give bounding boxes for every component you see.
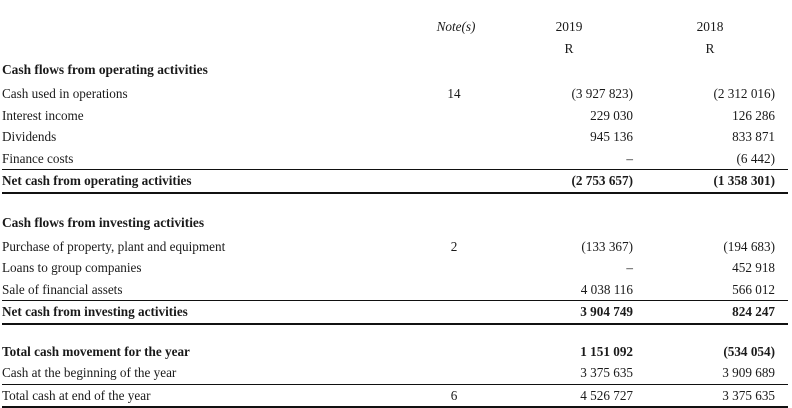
column-header-currency-2019: R (564, 41, 574, 56)
total-row-operating: Net cash from operating activities (2 75… (2, 169, 788, 194)
summary-opening-2018: 3 909 689 (722, 365, 775, 380)
section-heading-operating-y2018 (646, 57, 788, 83)
section-gap (2, 324, 788, 341)
table-header: Note(s) 2019 2018 R R (2, 0, 788, 57)
column-header-notes: Note(s) (436, 19, 476, 34)
row-value-2019: (3 927 823) (571, 86, 633, 101)
summary-closing-2018: 3 375 635 (646, 383, 788, 408)
row-label: Interest income (2, 107, 84, 123)
table-row: Loans to group companies – 452 918 (2, 257, 788, 279)
row-label: Finance costs (2, 150, 74, 166)
summary-row-opening: Cash at the beginning of the year 3 375 … (2, 362, 788, 384)
table-row: Interest income 229 030 126 286 (2, 105, 788, 127)
summary-opening-2019: 3 375 635 (580, 365, 633, 380)
row-value-2019: – (626, 260, 633, 275)
row-label: Dividends (2, 129, 57, 144)
header-blank-note-2 (406, 35, 506, 57)
section-heading-investing-label: Cash flows from investing activities (2, 214, 205, 230)
gap-cell (406, 193, 506, 210)
table-row: Dividends 945 136 833 871 (2, 126, 788, 148)
gap-cell (646, 193, 788, 210)
header-spacer-y2018 (646, 0, 788, 14)
summary-opening-note (406, 362, 506, 384)
section-heading-operating-y2019 (506, 57, 646, 83)
row-note (406, 126, 506, 148)
total-note (406, 300, 506, 325)
summary-movement-note (406, 341, 506, 363)
header-blank-label (2, 14, 406, 35)
gap-cell (406, 324, 506, 341)
total-label: Net cash from operating activities (2, 169, 406, 194)
row-value-2018: (194 683) (723, 238, 775, 254)
header-blank-label-2 (2, 35, 406, 57)
row-value-2019: – (626, 150, 633, 166)
summary-row-movement: Total cash movement for the year 1 151 0… (2, 341, 788, 363)
summary-movement-2018: (534 054) (723, 343, 775, 359)
row-value-2018: 833 871 (732, 129, 775, 144)
row-note (406, 105, 506, 127)
row-value-2018: 566 012 (732, 281, 775, 297)
gap-cell (646, 324, 788, 341)
section-heading-investing-y2018 (646, 210, 788, 236)
table-row: Sale of financial assets 4 038 116 566 0… (2, 279, 788, 301)
header-spacer-label (2, 0, 406, 14)
total-value-2018: 824 247 (646, 300, 788, 325)
row-note (406, 148, 506, 170)
summary-closing-label: Total cash at end of the year (2, 383, 406, 408)
row-value-2018: (6 442) (736, 150, 775, 166)
column-header-year-2018: 2018 (696, 19, 724, 34)
total-value-2019: 3 904 749 (506, 300, 646, 325)
gap-cell (506, 193, 646, 210)
row-label: Sale of financial assets (2, 281, 123, 297)
row-value-2018: 126 286 (732, 107, 775, 123)
header-year-row: Note(s) 2019 2018 (2, 14, 788, 35)
row-note (406, 279, 506, 301)
summary-movement-label: Total cash movement for the year (2, 343, 190, 359)
summary-closing-2019: 4 526 727 (506, 383, 646, 408)
row-value-2019: 229 030 (590, 107, 633, 123)
table-row: Cash used in operations 14 (3 927 823) (… (2, 83, 788, 105)
total-note (406, 169, 506, 194)
row-note: 2 (450, 238, 458, 254)
row-value-2018: 452 918 (732, 260, 775, 275)
total-value-2018: (1 358 301) (646, 169, 788, 194)
table-body: Cash flows from operating activities Cas… (2, 57, 788, 408)
row-label: Purchase of property, plant and equipmen… (2, 238, 226, 254)
summary-opening-label: Cash at the beginning of the year (2, 365, 177, 380)
section-heading-operating: Cash flows from operating activities (2, 57, 788, 83)
column-header-year-2019: 2019 (555, 19, 583, 34)
header-spacer-note (406, 0, 506, 14)
column-header-currency-2018: R (705, 41, 715, 56)
header-spacer-row (2, 0, 788, 14)
gap-cell (2, 193, 406, 210)
row-value-2019: (133 367) (581, 238, 633, 254)
header-spacer-y2019 (506, 0, 646, 14)
row-value-2019: 945 136 (590, 129, 633, 144)
total-label: Net cash from investing activities (2, 300, 406, 325)
gap-cell (506, 324, 646, 341)
row-label: Cash used in operations (2, 86, 128, 101)
row-value-2018: (2 312 016) (713, 86, 775, 101)
table-row: Finance costs – (6 442) (2, 148, 788, 170)
summary-closing-note: 6 (406, 383, 506, 408)
total-value-2019: (2 753 657) (506, 169, 646, 194)
row-note (406, 257, 506, 279)
summary-row-closing: Total cash at end of the year 6 4 526 72… (2, 383, 788, 408)
section-gap (2, 193, 788, 210)
table-row: Purchase of property, plant and equipmen… (2, 236, 788, 258)
row-note: 14 (447, 86, 461, 101)
gap-cell (2, 324, 406, 341)
row-value-2019: 4 038 116 (580, 281, 633, 297)
section-heading-investing-y2019 (506, 210, 646, 236)
summary-movement-2019: 1 151 092 (580, 343, 633, 359)
total-row-investing: Net cash from investing activities 3 904… (2, 300, 788, 325)
header-currency-row: R R (2, 35, 788, 57)
section-heading-operating-label: Cash flows from operating activities (2, 62, 208, 77)
section-heading-operating-note (406, 57, 506, 83)
section-heading-investing-note (406, 210, 506, 236)
section-heading-investing: Cash flows from investing activities (2, 210, 788, 236)
row-label: Loans to group companies (2, 260, 142, 275)
